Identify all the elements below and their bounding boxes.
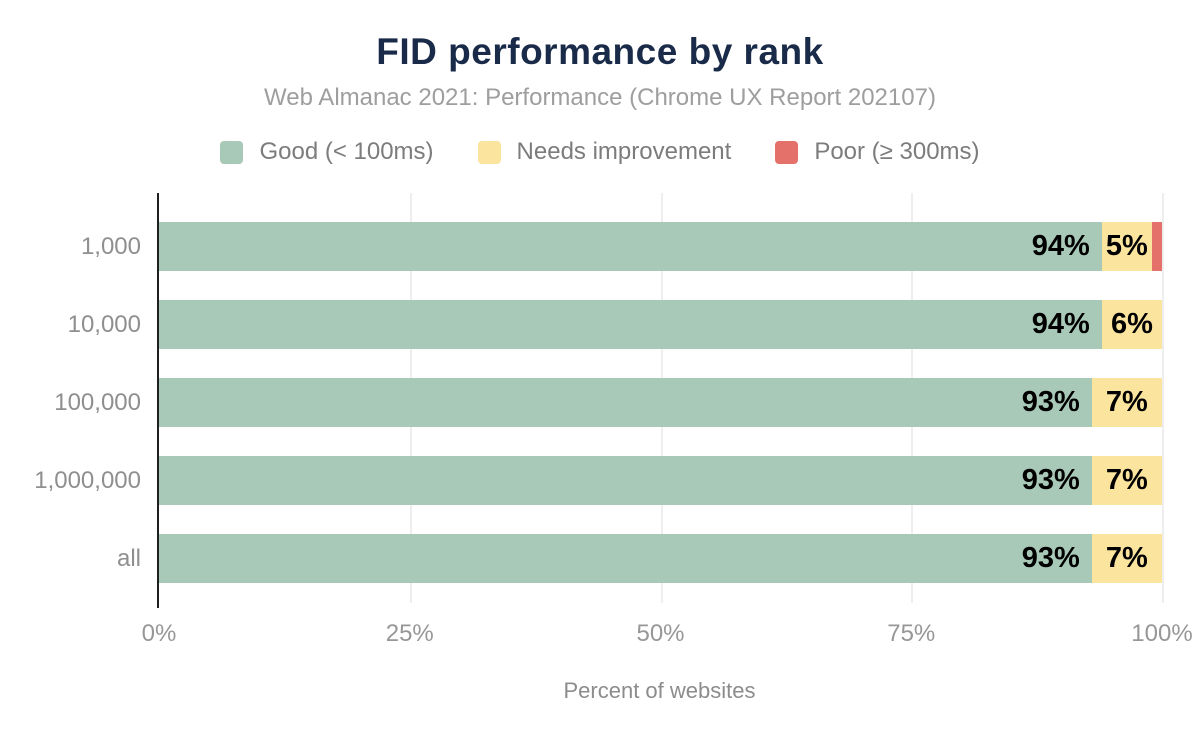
bar-segment-needs-improvement: 7% xyxy=(1091,378,1162,427)
legend: Good (< 100ms) Needs improvement Poor (≥… xyxy=(0,138,1200,166)
bar-value-label: 7% xyxy=(1105,542,1148,574)
x-axis-title: Percent of websites xyxy=(563,678,756,703)
legend-label-good: Good (< 100ms) xyxy=(259,138,434,165)
plot-area: 1,000 94% 5% 10,000 94% 6% 100,000 93% 7% 1,000,0… xyxy=(34,193,1193,647)
bar-segment-good: 93% xyxy=(159,534,1092,583)
x-tick-label: 100% xyxy=(1131,620,1193,647)
bar-segment-good: 93% xyxy=(159,456,1092,505)
legend-item-poor: Poor (≥ 300ms) xyxy=(775,138,980,166)
bar-value-label: 7% xyxy=(1105,464,1148,496)
bar-value-label: 5% xyxy=(1105,230,1148,262)
bar-segment-good: 93% xyxy=(159,378,1092,427)
bar-row: 10,000 94% 6% xyxy=(68,300,1162,349)
legend-swatch-poor-icon xyxy=(775,140,799,164)
legend-swatch-good-icon xyxy=(220,140,244,164)
y-axis-label: 1,000,000 xyxy=(34,467,141,494)
bar-segment-needs-improvement: 7% xyxy=(1091,456,1162,505)
chart-title: FID performance by rank xyxy=(376,31,824,72)
y-axis-label: 1,000 xyxy=(80,233,141,260)
bar-value-label: 93% xyxy=(1021,464,1080,496)
bar-row: all 93% 7% xyxy=(117,534,1162,583)
bar-segment-good: 94% xyxy=(159,300,1102,349)
bar-value-label: 93% xyxy=(1021,386,1080,418)
y-axis-label: 10,000 xyxy=(67,311,141,338)
legend-label-poor: Poor (≥ 300ms) xyxy=(814,138,980,165)
bar-segment-needs-improvement: 6% xyxy=(1101,300,1162,349)
x-tick-label: 0% xyxy=(141,620,177,647)
legend-label-needs-improvement: Needs improvement xyxy=(516,138,732,165)
gridline xyxy=(1162,193,1164,603)
x-tick-label: 75% xyxy=(887,620,936,647)
x-tick-label: 50% xyxy=(636,620,685,647)
bar-row: 100,000 93% 7% xyxy=(54,378,1162,427)
legend-item-needs-improvement: Needs improvement xyxy=(477,138,732,166)
legend-swatch-needs-improvement-icon xyxy=(477,140,501,164)
bar-value-label: 6% xyxy=(1110,308,1153,340)
y-axis-label: all xyxy=(116,545,141,572)
bar-value-label: 93% xyxy=(1021,542,1080,574)
bar-segment-needs-improvement: 7% xyxy=(1091,534,1162,583)
legend-item-good: Good (< 100ms) xyxy=(220,138,434,166)
y-axis-label: 100,000 xyxy=(54,389,141,416)
bar-value-label: 7% xyxy=(1105,386,1148,418)
chart-subtitle: Web Almanac 2021: Performance (Chrome UX… xyxy=(264,84,936,111)
bar-value-label: 94% xyxy=(1031,308,1090,340)
bar-value-label: 94% xyxy=(1031,230,1090,262)
bar-row: 1,000 94% 5% xyxy=(81,222,1162,271)
bar-row: 1,000,000 93% 7% xyxy=(34,456,1162,505)
bar-segment-poor xyxy=(1151,222,1162,271)
bar-segment-needs-improvement: 5% xyxy=(1101,222,1152,271)
bar-segment-good: 94% xyxy=(159,222,1102,271)
chart-area: 1,000 94% 5% 10,000 94% 6% 100,000 93% 7% 1,000,0… xyxy=(34,193,1193,704)
x-tick-label: 25% xyxy=(385,620,434,647)
